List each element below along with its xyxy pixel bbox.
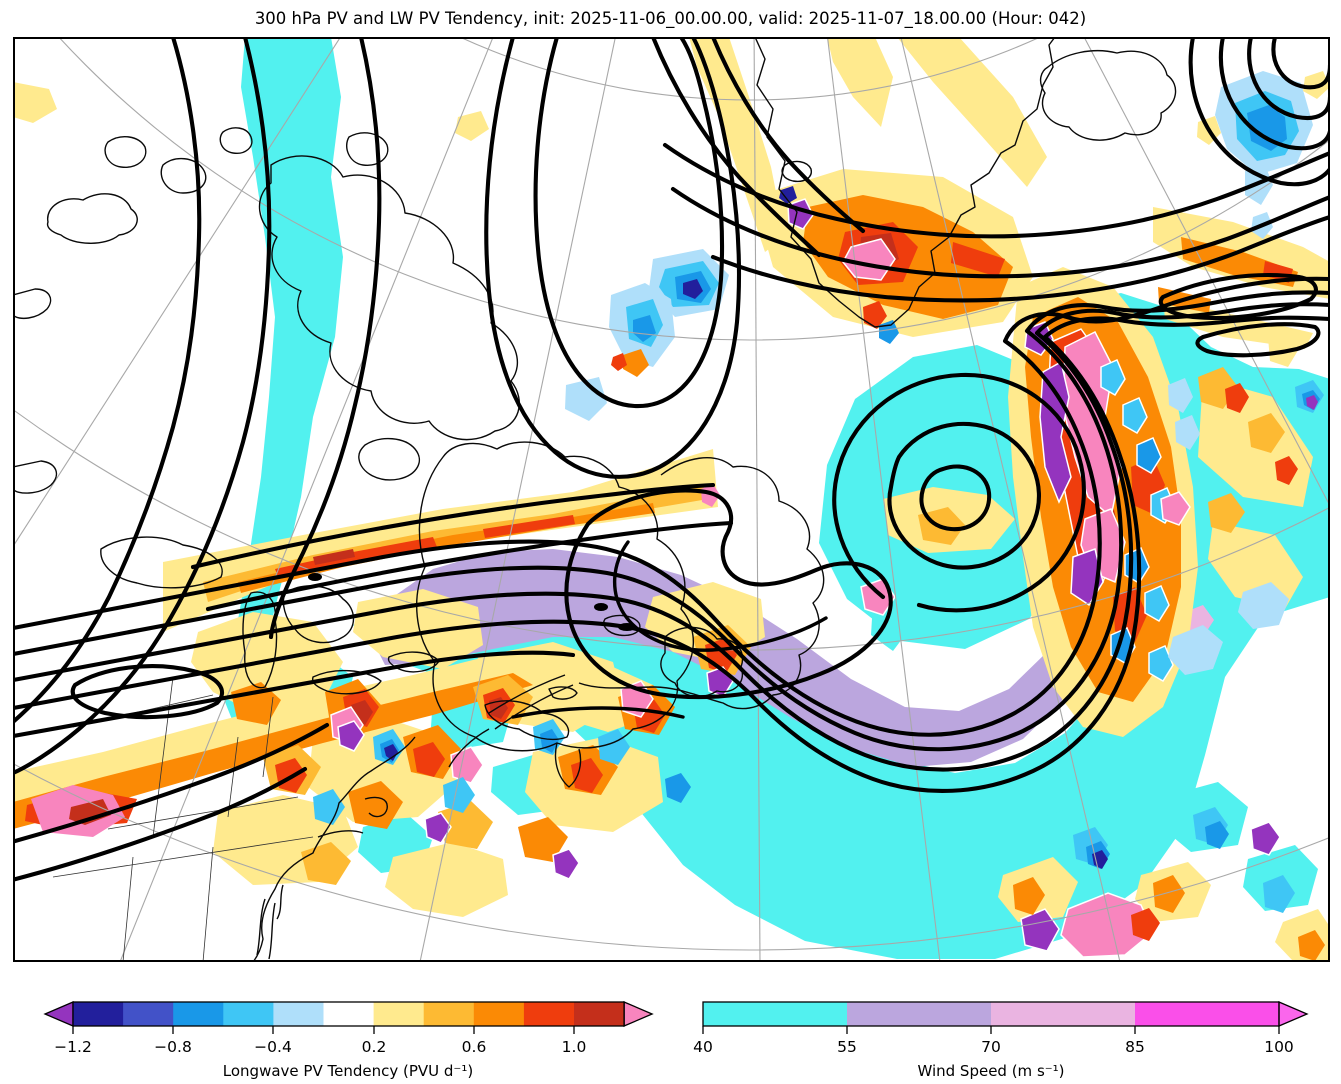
pv-tendency-colorbar: −1.2 −0.8 −0.4 0.2 0.6 1.0 Longwave PV T…: [43, 1001, 654, 1080]
pv-contours: [13, 37, 1330, 882]
colorbar-tick-label: 0.6: [462, 1038, 487, 1056]
pv-tendency-colorbar-ticks: [72, 1026, 575, 1034]
colorbar-tick-label: 70: [981, 1038, 1001, 1056]
wind-speed-colorbar-segments: [702, 1001, 1309, 1027]
pv-tendency-colorbar-segments: [43, 1001, 654, 1027]
colorbar-tick-label: −0.8: [154, 1038, 192, 1056]
colorbar-tick-label: 0.2: [362, 1038, 387, 1056]
pv-tendency-colorbar-title: Longwave PV Tendency (PVU d⁻¹): [223, 1062, 473, 1080]
wind-speed-colorbar-ticks: [702, 1026, 1280, 1034]
wind-speed-colorbar-title: Wind Speed (m s⁻¹): [917, 1062, 1064, 1080]
colorbar-tick-label: −0.4: [254, 1038, 292, 1056]
colorbar-tick-label: 1.0: [562, 1038, 587, 1056]
map: [13, 37, 1330, 962]
colorbar-tick-label: 55: [837, 1038, 857, 1056]
weather-map: [13, 37, 1330, 962]
colorbar-tick-label: 85: [1125, 1038, 1145, 1056]
map-frame: [13, 37, 1330, 962]
wind-speed-colorbar: 40 55 70 85 100 Wind Speed (m s⁻¹): [693, 1001, 1309, 1080]
colorbar-tick-label: 40: [693, 1038, 713, 1056]
colorbar-tick-label: −1.2: [54, 1038, 92, 1056]
page-title: 300 hPa PV and LW PV Tendency, init: 202…: [254, 9, 1087, 28]
colorbar-tick-label: 100: [1264, 1038, 1294, 1056]
